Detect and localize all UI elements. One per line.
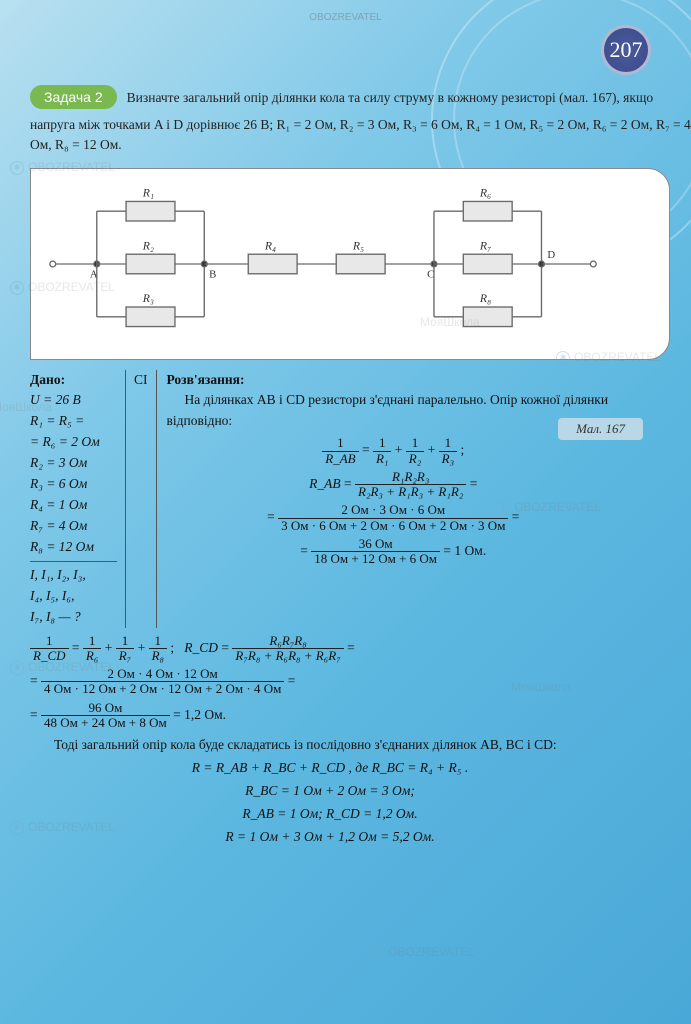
series-text: Тоді загальний опір кола буде складатись… xyxy=(30,734,630,757)
figure-label: Мал. 167 xyxy=(558,418,643,440)
svg-text:R₂: R₂ xyxy=(142,239,154,252)
solution-intro: На ділянках AB і CD резистори з'єднані п… xyxy=(167,390,621,432)
eq-rab-prod: R_AB = R₁R₂R₃R₂R₃ + R₁R₃ + R₁R₂ = xyxy=(167,470,621,500)
page-content: Задача 2 Визначте загальний опір ділянки… xyxy=(30,85,691,849)
eq-ab-cd: R_AB = 1 Ом; R_CD = 1,2 Ом. xyxy=(30,803,630,826)
si-column: СІ xyxy=(126,370,157,628)
svg-text:R₃: R₃ xyxy=(142,292,154,305)
eq-rab-inv: 1R_AB = 1R₁ + 1R₂ + 1R₃ ; xyxy=(167,436,621,466)
svg-text:B: B xyxy=(209,268,216,280)
problem-statement: Визначте загальний опір ділянки кола та … xyxy=(30,90,691,152)
dano-line: R₇ = 4 Ом xyxy=(30,516,117,537)
svg-text:C: C xyxy=(427,268,434,280)
eq-total: R = R_AB + R_BC + R_CD , де R_BC = R₄ + … xyxy=(30,757,630,780)
eq-bc: R_BC = 1 Ом + 2 Ом = 3 Ом; xyxy=(30,780,630,803)
given-column: Дано: U = 26 В R₁ = R₅ = = R₆ = 2 Ом R₂ … xyxy=(30,370,126,628)
dano-line: R₄ = 1 Ом xyxy=(30,495,117,516)
eq-rab-subst: = 2 Ом · 3 Ом · 6 Ом3 Ом · 6 Ом + 2 Ом ·… xyxy=(167,503,621,533)
dano-line: R₂ = 3 Ом xyxy=(30,453,117,474)
solution-column: Розв'язання: На ділянках AB і CD резисто… xyxy=(157,370,621,628)
svg-text:R₇: R₇ xyxy=(479,239,491,252)
ci-title: СІ xyxy=(134,370,148,391)
eq-final: R = 1 Ом + 3 Ом + 1,2 Ом = 5,2 Ом. xyxy=(30,826,630,849)
dano-title: Дано: xyxy=(30,370,117,391)
svg-text:R₆: R₆ xyxy=(479,186,491,199)
eq-rcd-result: = 96 Ом48 Ом + 24 Ом + 8 Ом = 1,2 Ом. xyxy=(30,701,630,731)
svg-text:R₅: R₅ xyxy=(352,239,364,252)
solution-continued: 1R_CD = 1R₆ + 1R₇ + 1R₈ ; R_CD = R₆R₇R₈R… xyxy=(30,634,630,849)
dano-find: I₄, I₅, I₆, xyxy=(30,586,117,607)
svg-text:R₈: R₈ xyxy=(479,292,491,305)
circuit-diagram: A R₁ R₂ R₃ B xyxy=(30,168,670,360)
solution-title: Розв'язання: xyxy=(167,370,621,391)
svg-text:R₄: R₄ xyxy=(264,239,276,252)
watermark: ✱OBOZREVATEL xyxy=(370,945,475,960)
eq-rab-result: = 36 Ом18 Ом + 12 Ом + 6 Ом = 1 Ом. xyxy=(167,537,621,567)
dano-line: = R₆ = 2 Ом xyxy=(30,432,117,453)
svg-text:R₁: R₁ xyxy=(142,186,154,199)
dano-line: R₈ = 12 Ом xyxy=(30,537,117,558)
watermark-top: OBOZREVATEL xyxy=(309,12,381,23)
dano-line: R₁ = R₅ = xyxy=(30,411,117,432)
dano-line: U = 26 В xyxy=(30,390,117,411)
svg-text:D: D xyxy=(547,249,555,261)
page-number-badge: 207 xyxy=(601,25,651,75)
dano-find: I₇, I₈ — ? xyxy=(30,607,117,628)
task-badge: Задача 2 xyxy=(30,85,117,109)
dano-line: R₃ = 6 Ом xyxy=(30,474,117,495)
circuit-svg: A R₁ R₂ R₃ B xyxy=(43,181,649,347)
eq-rcd-subst: = 2 Ом · 4 Ом · 12 Ом4 Ом · 12 Ом + 2 Ом… xyxy=(30,667,630,697)
dano-find: I, I₁, I₂, I₃, xyxy=(30,565,117,586)
solution-columns: Дано: U = 26 В R₁ = R₅ = = R₆ = 2 Ом R₂ … xyxy=(30,370,620,628)
eq-rcd-line: 1R_CD = 1R₆ + 1R₇ + 1R₈ ; R_CD = R₆R₇R₈R… xyxy=(30,634,630,664)
